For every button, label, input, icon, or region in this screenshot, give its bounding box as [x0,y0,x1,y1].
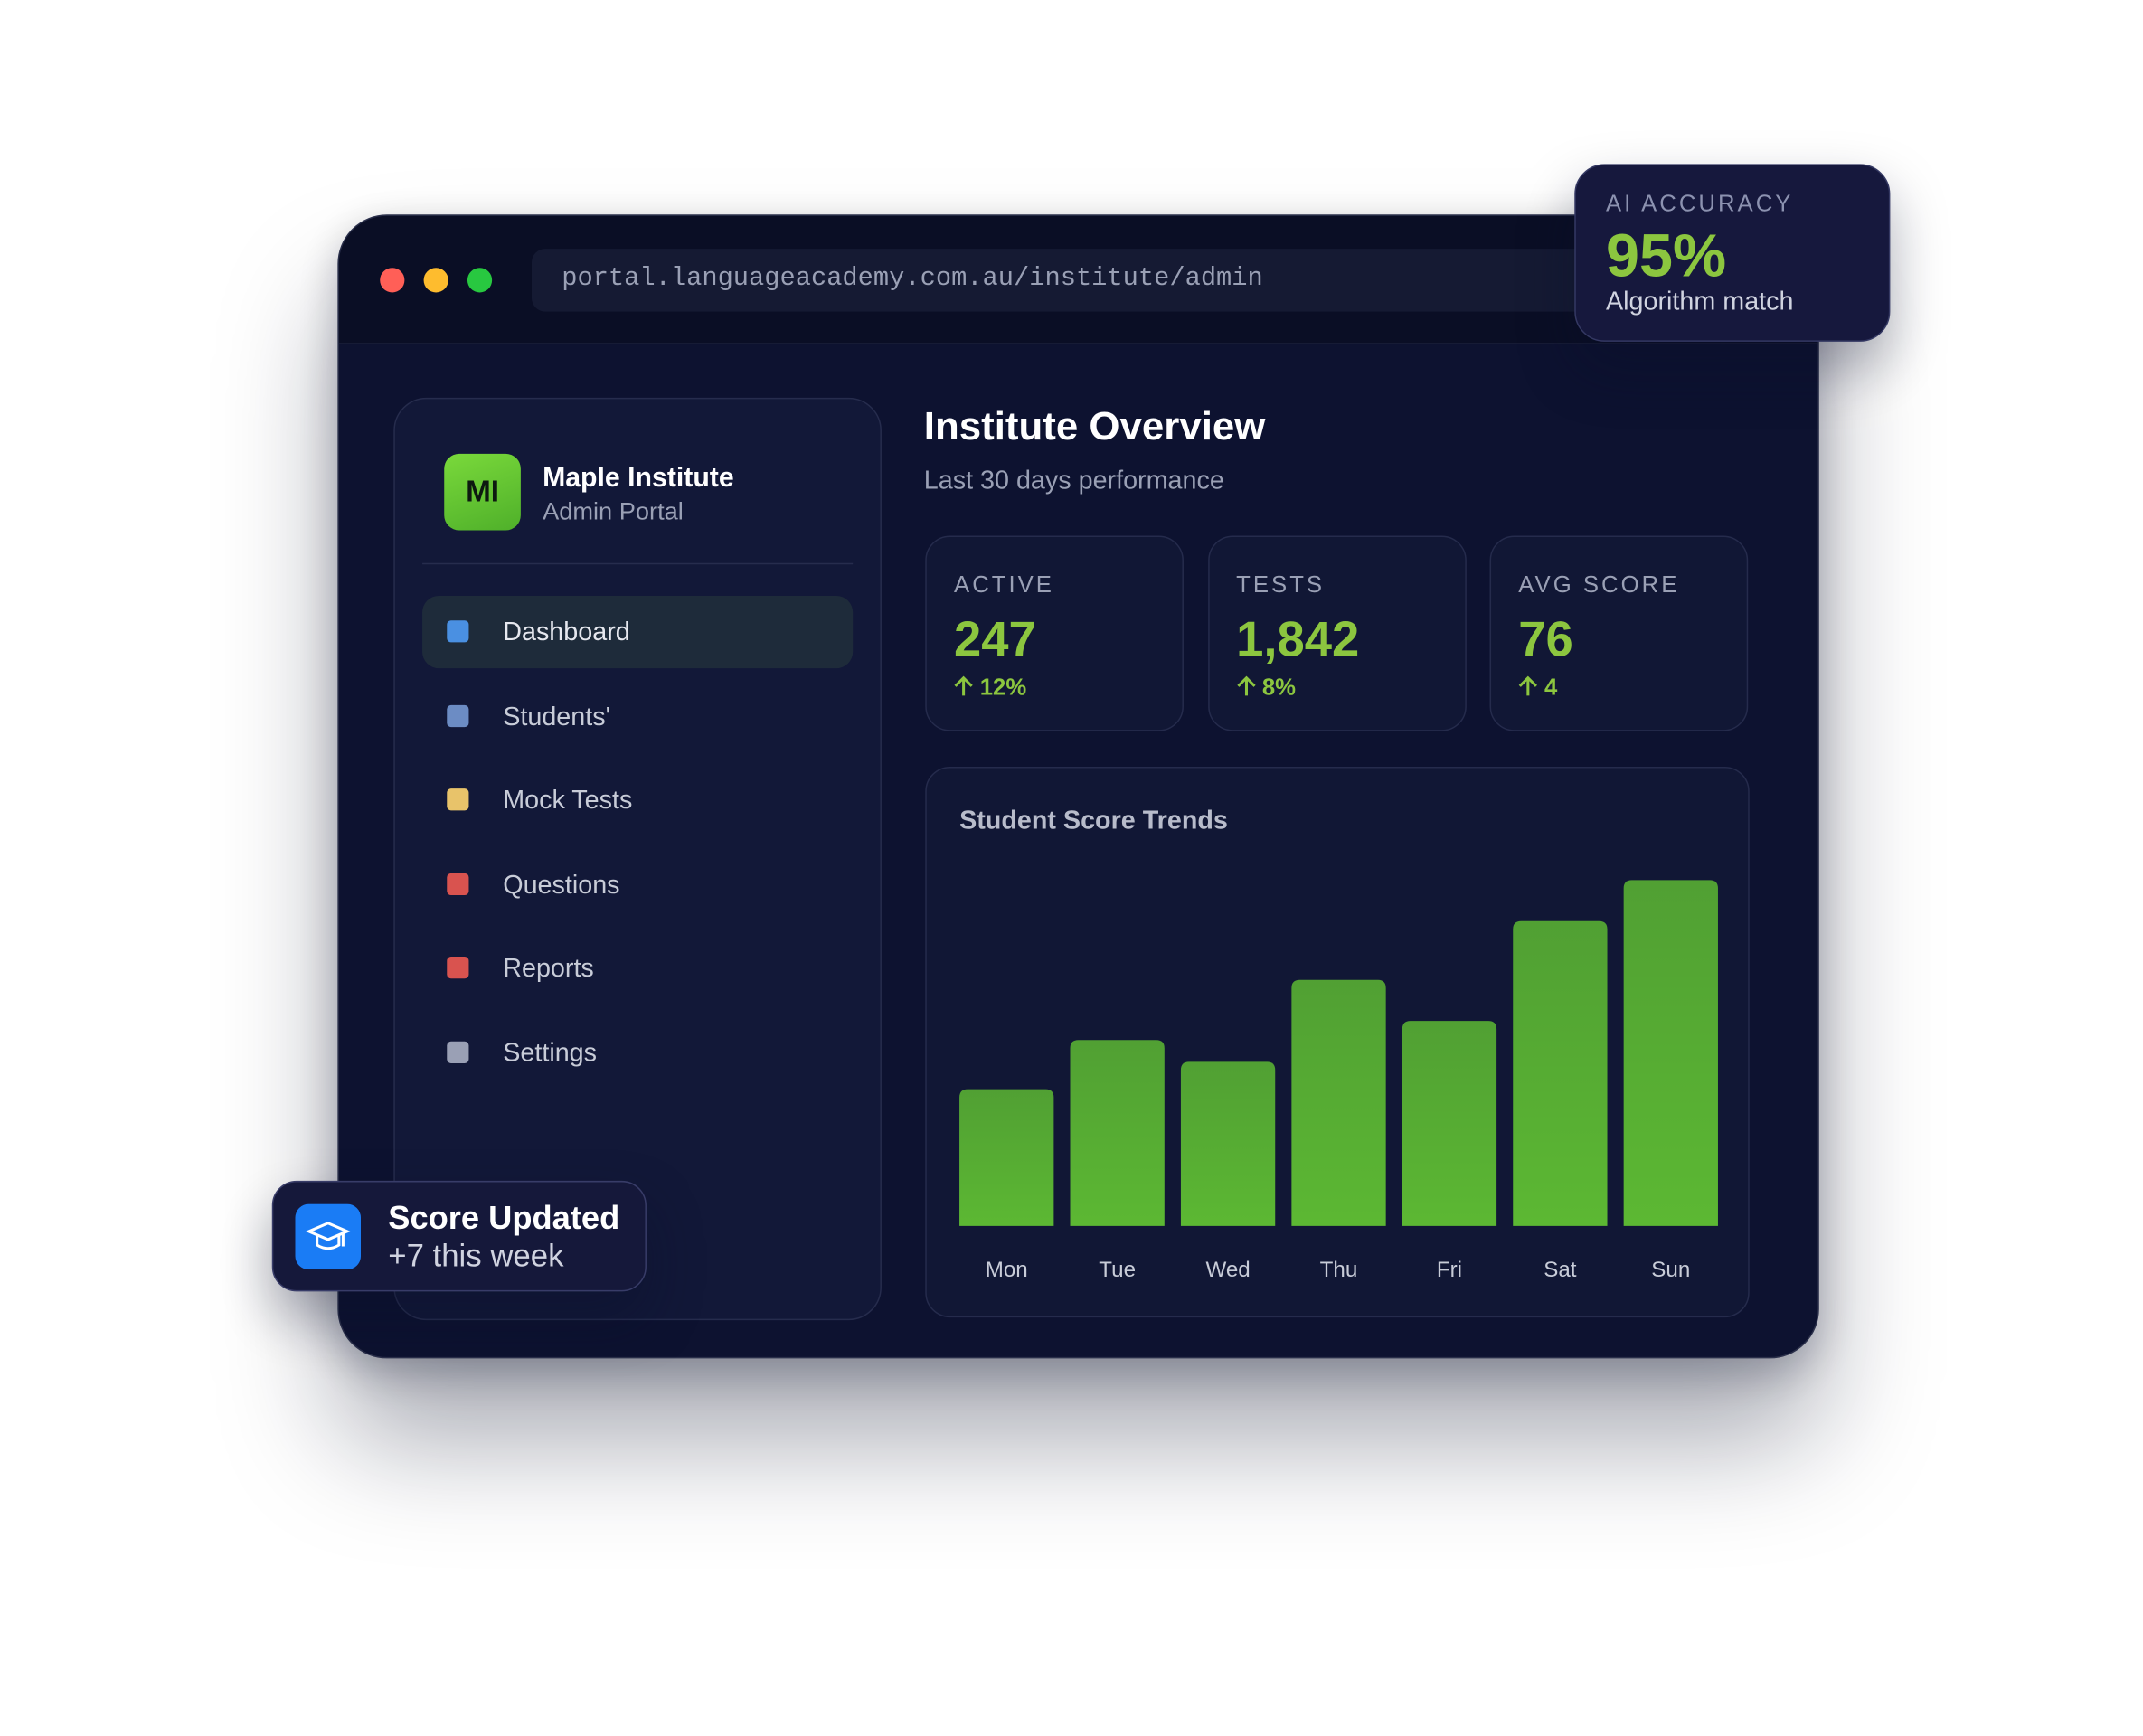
nav-label: Students' [503,702,611,731]
nav-label: Reports [503,954,594,984]
nav-item[interactable]: Students' [422,680,853,752]
nav-icon-shape [447,957,469,979]
chart-card: Student Score Trends Mon Tue Wed Thu Fri Sat S… [925,766,1750,1318]
x-tick-label: Mon [986,1258,1028,1282]
x-tick-label: Wed [1205,1258,1250,1282]
up-arrow-shape [1236,675,1255,696]
stat-card: ACTIVE 247 12% [925,535,1184,731]
nav-icon [447,620,469,643]
stat-value: 1,842 [1236,610,1360,667]
nav-label: Dashboard [503,618,630,647]
nav-icon-shape [447,788,469,811]
nav-icon [447,957,469,979]
toast-subtitle: +7 this week [388,1237,564,1273]
stat-label: ACTIVE [954,571,1054,599]
stat-card: AVG SCORE 76 4 [1489,535,1749,731]
url: portal.languageacademy.com.au/institute/… [562,262,1263,294]
nav-icon [447,873,469,895]
chart: Mon Tue Wed Thu Fri Sat Sun [959,880,1718,1282]
title-bar: portal.languageacademy.com.au/institute/… [338,215,1818,344]
nav-item[interactable]: Questions [422,848,853,920]
up-arrow [954,675,973,696]
page-title: Institute Overview [923,405,1266,449]
nav-icon-shape [447,620,469,643]
nav-label: Mock Tests [503,786,633,816]
nav-icon [447,704,469,727]
stat-label: TESTS [1236,571,1326,599]
toast-icon [295,1203,362,1270]
toast: Score Updated +7 this week [271,1180,647,1292]
stat-card: TESTS 1,842 8% [1207,535,1467,731]
x-tick-label: Fri [1437,1258,1462,1282]
nav-item[interactable]: Settings [422,1016,853,1089]
bar [1180,1061,1276,1226]
close-button[interactable] [380,268,405,293]
up-arrow-shape [954,675,973,696]
stat-change: 4 [1544,674,1558,701]
bar [959,1089,1054,1226]
institute-name: Maple Institute [543,463,734,494]
stat-value: 76 [1518,610,1573,667]
institute-role: Admin Portal [543,497,684,525]
bar [1291,979,1386,1226]
stat-label: AVG SCORE [1518,571,1680,599]
logo: MI [444,453,521,531]
url-bar[interactable]: portal.languageacademy.com.au/institute/… [531,249,1626,312]
x-tick-label: Thu [1320,1258,1358,1282]
stat-change: 12% [979,674,1027,701]
page-subtitle: Last 30 days performance [923,467,1224,495]
ai-accuracy-card: AI ACCURACY 95% Algorithm match [1574,164,1891,342]
bar [1070,1040,1165,1226]
nav-label: Questions [503,870,620,900]
ai-caption: Algorithm match [1606,288,1794,316]
nav-icon-shape [447,873,469,895]
maximize-button[interactable] [467,268,493,293]
nav-item[interactable]: Dashboard [422,596,854,669]
toast-title: Score Updated [388,1200,620,1237]
x-tick-label: Sun [1651,1258,1690,1282]
x-tick-label: Tue [1099,1258,1136,1282]
logo-text: MI [466,474,500,509]
stat-change: 8% [1261,674,1297,701]
up-arrow [1518,675,1537,696]
up-arrow [1236,675,1255,696]
up-arrow-shape [1518,675,1537,696]
nav-icon-shape [447,704,469,727]
nav-label: Settings [503,1038,598,1068]
nav-item[interactable]: Reports [422,932,853,1005]
ai-label: AI ACCURACY [1606,190,1794,217]
ai-value: 95% [1606,222,1727,290]
sidebar: MI Maple Institute Admin Portal Dashboar… [393,397,882,1321]
nav-icon [447,788,469,811]
divider [422,562,854,565]
x-tick-label: Sat [1544,1258,1577,1282]
nav-item[interactable]: Mock Tests [422,764,853,836]
bar [1623,880,1718,1226]
bar [1513,920,1608,1226]
nav-icon-shape [447,1041,469,1063]
minimize-button[interactable] [423,268,448,293]
nav-icon [447,1041,469,1063]
stat-value: 247 [954,610,1036,667]
chart-title: Student Score Trends [959,807,1228,836]
bar [1402,1021,1497,1226]
